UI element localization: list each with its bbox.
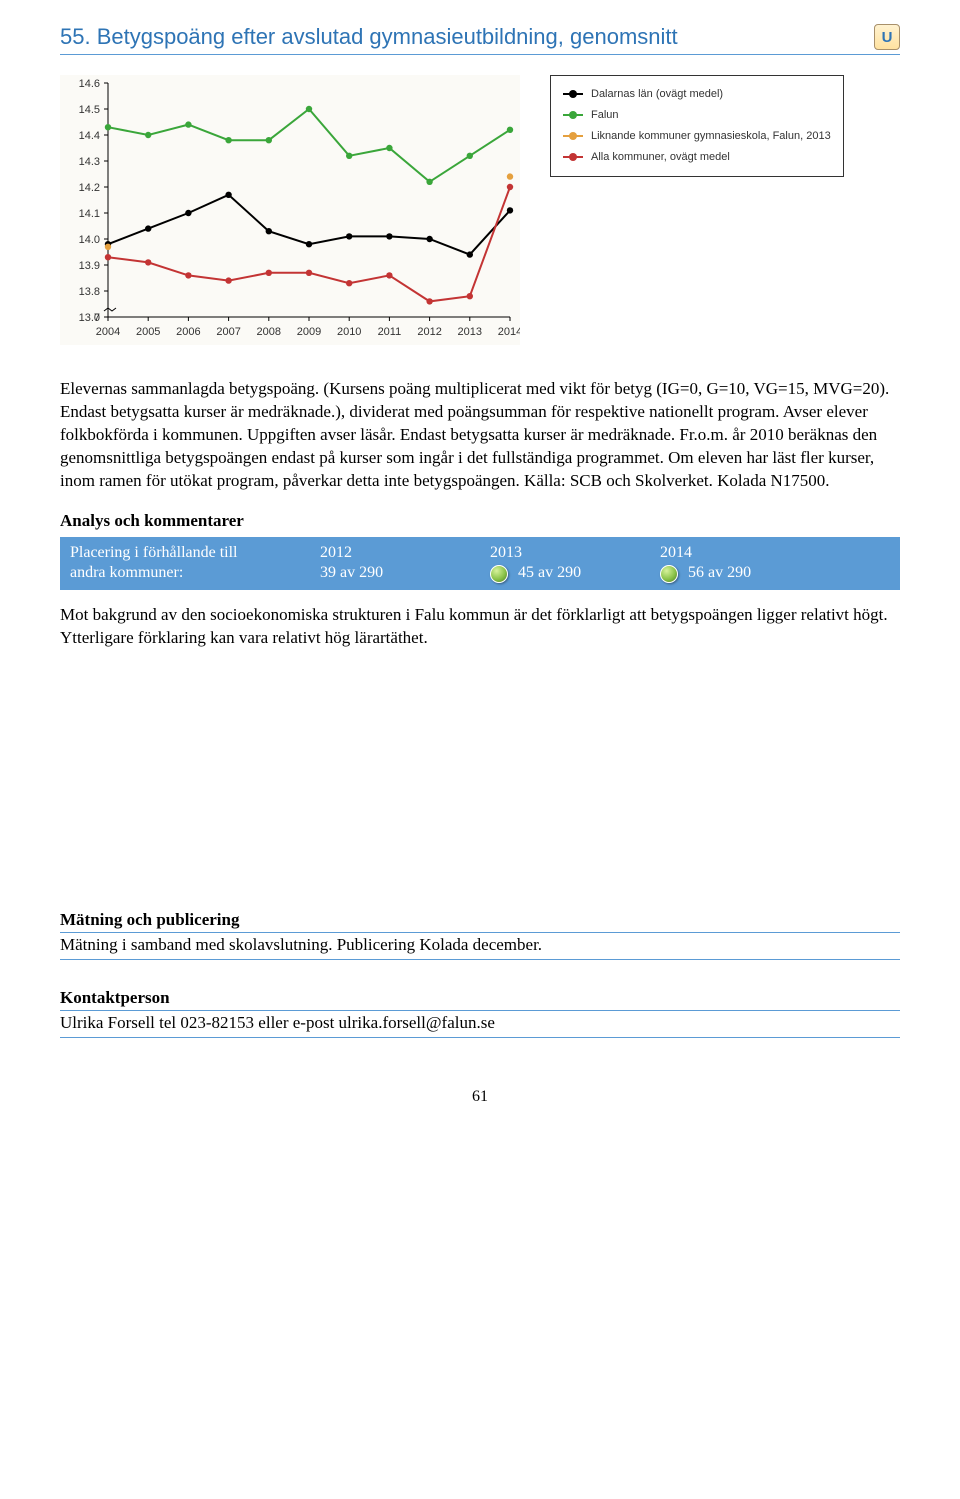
analysis-heading: Analys och kommentarer	[60, 511, 900, 531]
u-badge: U	[874, 24, 900, 50]
ranking-year: 201345 av 290	[490, 543, 660, 585]
svg-text:14.1: 14.1	[79, 208, 100, 220]
svg-text:2010: 2010	[337, 326, 361, 338]
legend-item: Liknande kommuner gymnasieskola, Falun, …	[563, 126, 831, 147]
svg-text:14.0: 14.0	[79, 234, 100, 246]
svg-text:13.8: 13.8	[79, 286, 100, 298]
ranking-dot-icon	[490, 565, 508, 583]
svg-text:14.4: 14.4	[79, 130, 100, 142]
svg-text:2012: 2012	[417, 326, 441, 338]
svg-text:2006: 2006	[176, 326, 200, 338]
ranking-bar: Placering i förhållande till andra kommu…	[60, 537, 900, 591]
ranking-year: 201456 av 290	[660, 543, 830, 585]
svg-text:2013: 2013	[458, 326, 482, 338]
legend-item: Falun	[563, 105, 831, 126]
svg-text:2011: 2011	[378, 326, 402, 338]
legend-label: Dalarnas län (ovägt medel)	[591, 84, 723, 105]
svg-text:2009: 2009	[297, 326, 321, 338]
svg-text:2007: 2007	[216, 326, 240, 338]
measurement-body: Mätning i samband med skolavslutning. Pu…	[60, 935, 900, 960]
legend-item: Dalarnas län (ovägt medel)	[563, 84, 831, 105]
contact-heading: Kontaktperson	[60, 988, 900, 1011]
legend-label: Alla kommuner, ovägt medel	[591, 147, 730, 168]
svg-text:2005: 2005	[136, 326, 160, 338]
legend-swatch	[563, 88, 583, 100]
page-number: 61	[60, 1088, 900, 1106]
measurement-heading: Mätning och publicering	[60, 910, 900, 933]
line-chart: 13.713.813.914.014.114.214.314.414.514.6…	[60, 75, 520, 345]
legend-swatch	[563, 109, 583, 121]
legend-swatch	[563, 130, 583, 142]
legend-label: Falun	[591, 105, 619, 126]
ranking-dot-icon	[660, 565, 678, 583]
description-text: Elevernas sammanlagda betygspoäng. (Kurs…	[60, 378, 900, 493]
svg-text:13.9: 13.9	[79, 260, 100, 272]
ranking-label-1: Placering i förhållande till	[70, 543, 320, 564]
svg-text:2014: 2014	[498, 326, 520, 338]
ranking-year: 201239 av 290	[320, 543, 490, 585]
page-title: 55. Betygspoäng efter avslutad gymnasieu…	[60, 24, 862, 50]
analysis-body: Mot bakgrund av den socioekonomiska stru…	[60, 604, 900, 650]
svg-text:2004: 2004	[96, 326, 120, 338]
svg-text:14.5: 14.5	[79, 104, 100, 116]
legend-swatch	[563, 151, 583, 163]
ranking-label-2: andra kommuner:	[70, 563, 320, 584]
chart-container: 13.713.813.914.014.114.214.314.414.514.6…	[60, 75, 900, 348]
legend-item: Alla kommuner, ovägt medel	[563, 147, 831, 168]
svg-text:14.3: 14.3	[79, 156, 100, 168]
svg-text:0: 0	[94, 312, 100, 324]
contact-body: Ulrika Forsell tel 023-82153 eller e-pos…	[60, 1013, 900, 1038]
chart-legend: Dalarnas län (ovägt medel)FalunLiknande …	[550, 75, 844, 177]
svg-text:2008: 2008	[257, 326, 281, 338]
svg-text:14.6: 14.6	[79, 78, 100, 90]
legend-label: Liknande kommuner gymnasieskola, Falun, …	[591, 126, 831, 147]
svg-text:14.2: 14.2	[79, 182, 100, 194]
